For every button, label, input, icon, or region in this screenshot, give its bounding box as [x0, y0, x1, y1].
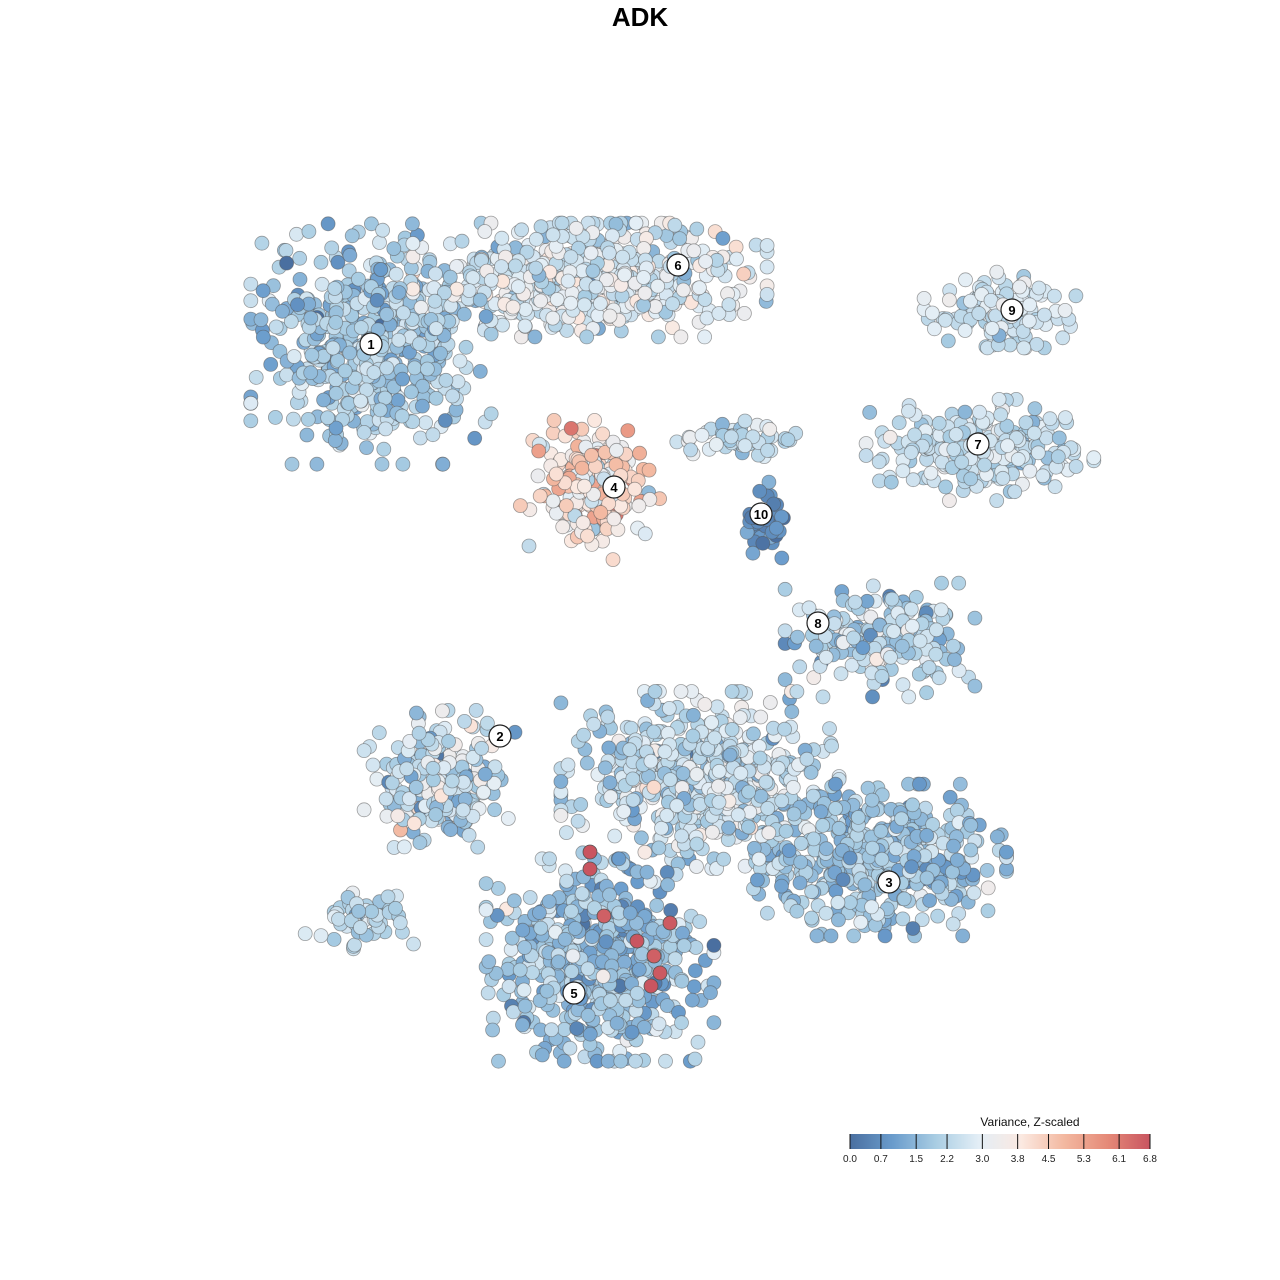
legend-tick-label: 3.8 — [1011, 1154, 1025, 1165]
data-point — [706, 1015, 722, 1030]
legend-tick-label: 5.3 — [1077, 1154, 1091, 1165]
legend-title: Variance, Z-scaled — [980, 1115, 1079, 1129]
data-point — [945, 916, 961, 932]
legend-tick-label: 0.7 — [874, 1154, 888, 1165]
data-point — [697, 329, 712, 345]
data-point — [284, 456, 300, 472]
legend-tick-label: 2.2 — [940, 1154, 954, 1165]
legend-tick-label: 6.8 — [1143, 1154, 1157, 1165]
legend-tick-label: 0.0 — [843, 1154, 857, 1165]
data-point — [687, 963, 703, 979]
data-point — [559, 825, 574, 840]
data-point — [579, 755, 595, 771]
data-point — [555, 519, 571, 535]
data-point — [967, 610, 983, 626]
legend-tick-label: 4.5 — [1042, 1154, 1056, 1165]
legend-color-bar — [850, 1134, 1150, 1149]
legend-tick-label: 6.1 — [1112, 1154, 1126, 1165]
legend-tick-label: 1.5 — [909, 1154, 923, 1165]
data-point — [607, 828, 623, 844]
legend-tick-label: 3.0 — [975, 1154, 989, 1165]
data-point — [587, 412, 602, 428]
data-point — [309, 456, 325, 472]
data-point — [689, 859, 704, 874]
chart-title: ADK — [611, 2, 669, 32]
data-point — [395, 456, 411, 472]
